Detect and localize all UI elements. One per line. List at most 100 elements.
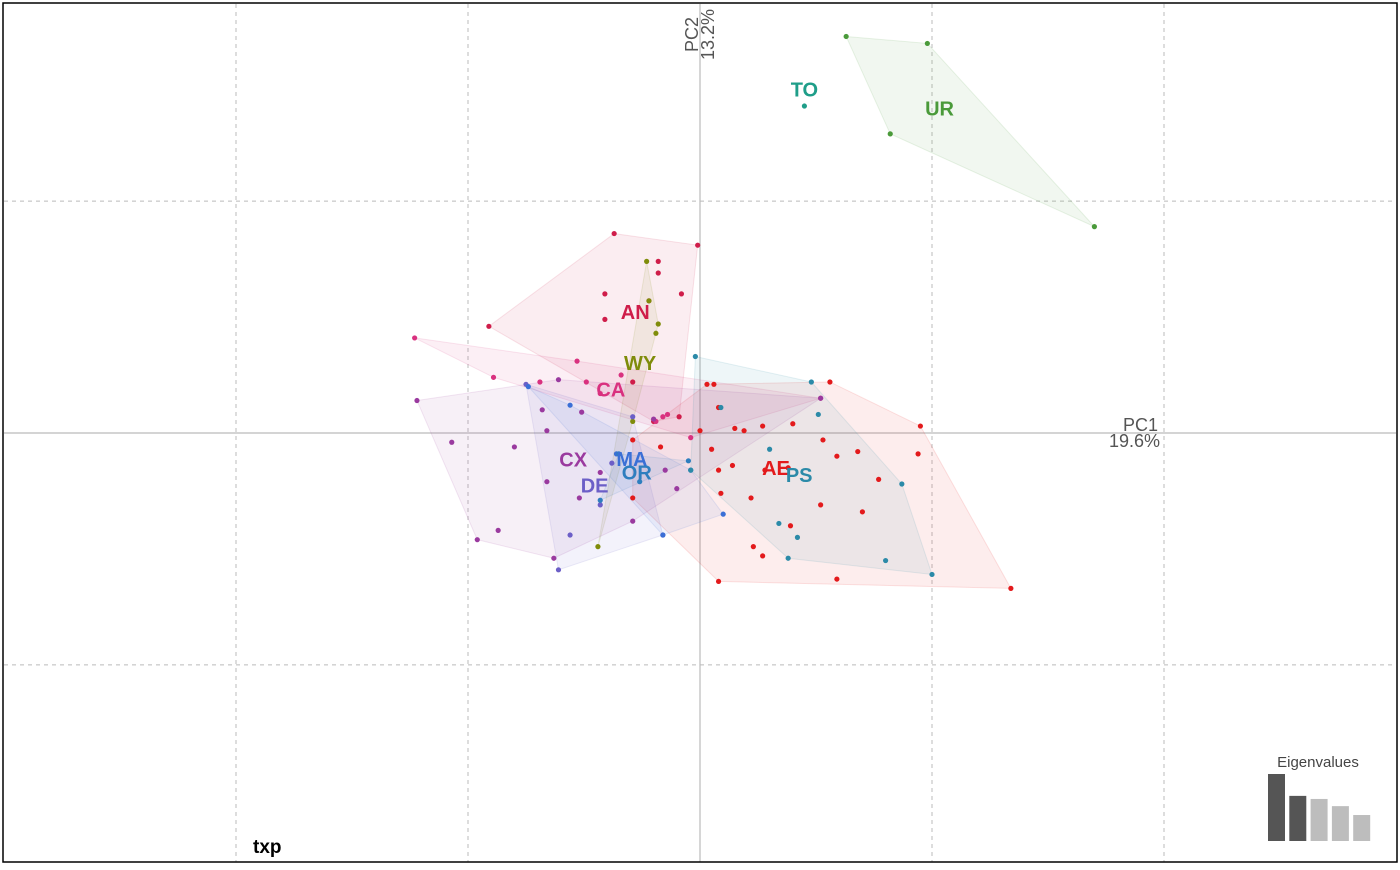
point [692,353,698,360]
point [741,428,747,434]
point [474,537,480,543]
point [414,397,420,404]
point [834,576,840,582]
point [657,444,664,450]
point [834,453,840,459]
point [630,418,636,425]
point [597,502,603,508]
point [776,520,782,527]
point [637,479,643,485]
point [602,316,608,322]
group-hull [597,261,659,547]
group-label: AN [621,302,650,324]
group-hull [599,453,691,502]
point [729,462,736,469]
point [785,465,791,471]
point [551,555,557,561]
point [1008,585,1014,591]
point [818,502,824,508]
point [748,495,754,501]
point [574,358,580,364]
point [843,33,849,40]
point [762,467,768,473]
point [555,567,562,573]
group-label: UR [925,98,954,120]
point [616,451,622,457]
point [1091,224,1097,230]
point [609,460,615,466]
point [655,270,661,276]
point [715,467,722,473]
point [567,532,573,538]
point [715,578,722,585]
point [674,486,680,492]
group-hull [845,35,1095,228]
group-label: PS [786,465,813,487]
point [449,439,455,445]
point [579,409,585,415]
point [630,379,636,385]
point [630,518,636,524]
group-hull [632,381,1012,589]
point [595,544,601,550]
chart-title: txp [253,837,282,858]
point [544,479,550,485]
point [929,571,935,578]
point [655,321,661,327]
hulls [414,35,1095,589]
group-label: MA [616,449,647,471]
point [597,497,603,503]
point [511,444,517,450]
point [917,423,924,429]
group-hull [487,233,699,422]
y-axis-variance: 13.2% [698,9,718,60]
point [555,377,562,383]
point [653,330,659,336]
x-axis-variance: 19.6% [1109,431,1160,451]
eigenvalue-inset: Eigenvalues [1268,754,1371,841]
point [611,230,617,237]
point [597,469,603,476]
point [697,428,703,434]
point [859,509,866,515]
point [486,323,492,329]
point [876,476,882,482]
point [820,437,826,443]
point [660,532,666,538]
point [785,555,791,561]
inset-title: Eigenvalues [1277,754,1359,771]
point [750,544,756,550]
point [597,390,603,397]
point [704,381,710,387]
point [790,421,796,427]
point [760,423,766,429]
group-label: TO [791,79,818,101]
group-label: OR [622,462,653,484]
group-hull [414,337,821,439]
point [883,557,889,564]
point [664,411,671,418]
point [787,523,794,529]
point [718,490,724,496]
point [899,481,905,487]
point [544,428,550,434]
point [644,258,650,264]
point [490,374,497,380]
point [924,40,930,47]
point [808,379,814,385]
group-label: CA [596,380,625,402]
point [711,381,717,387]
point [718,404,724,411]
point [660,414,666,420]
point [688,435,694,441]
grid [4,4,1396,862]
eigenvalue-bar [1289,795,1307,841]
point [676,414,682,420]
point [539,407,545,413]
point [794,534,801,540]
x-axis-label: PC1 [1123,415,1158,435]
point [583,379,589,385]
